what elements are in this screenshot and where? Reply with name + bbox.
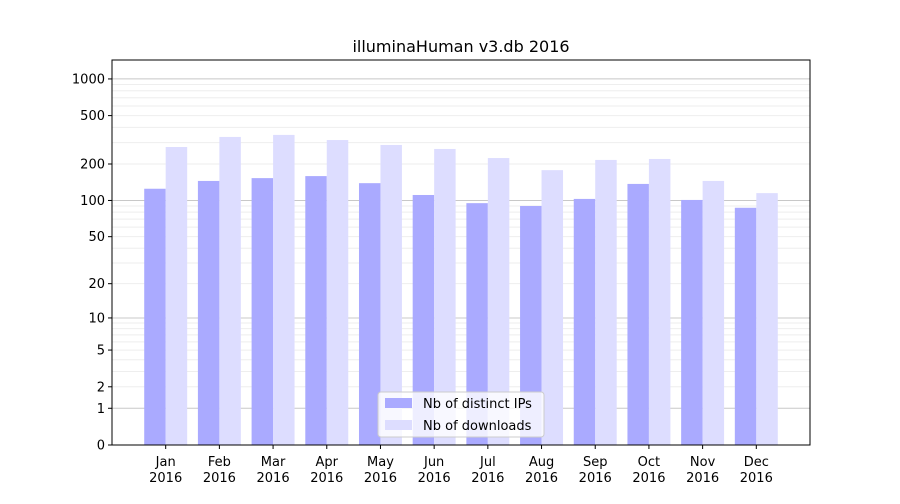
chart-title: illuminaHuman v3.db 2016	[352, 37, 569, 56]
y-tick-label: 20	[88, 277, 105, 292]
bar-downloads	[595, 159, 617, 445]
y-tick-label: 1	[97, 402, 105, 417]
x-tick-label: Dec 2016	[740, 455, 773, 486]
legend-box	[377, 391, 545, 438]
bar-ips	[627, 183, 649, 445]
plot-frame	[111, 59, 811, 446]
bar-ips	[305, 176, 327, 446]
x-tick-label: Jun 2016	[418, 455, 451, 486]
y-tick-label: 1000	[72, 72, 105, 87]
bar-ips	[412, 194, 435, 445]
y-tick-label: 500	[80, 109, 105, 124]
y-axis: 0 1 2 5 10 20 50 100 200 500 1000	[72, 72, 112, 454]
x-tick-label: Mar 2016	[257, 455, 290, 486]
x-tick-label: Apr 2016	[310, 455, 343, 486]
y-tick-label: 10	[88, 311, 105, 326]
bar-downloads	[756, 193, 778, 445]
bars	[144, 134, 778, 446]
bar-ips	[681, 199, 703, 445]
x-tick-label: Aug 2016	[525, 455, 558, 486]
x-tick-label: Oct 2016	[632, 455, 665, 486]
bar-downloads	[326, 140, 349, 446]
x-tick-label: Jan 2016	[149, 455, 182, 486]
bar-downloads	[434, 148, 456, 445]
bar-downloads	[273, 134, 295, 445]
bar-downloads	[380, 144, 402, 445]
x-tick-label: May 2016	[364, 455, 397, 486]
legend: Nb of distinct IPs Nb of downloads	[377, 391, 545, 438]
bar-downloads	[487, 158, 510, 445]
legend-swatch-downloads	[385, 420, 412, 430]
x-tick-label: Feb 2016	[203, 455, 236, 486]
legend-label-ips: Nb of distinct IPs	[423, 397, 532, 412]
bar-downloads	[648, 158, 671, 445]
x-axis: Jan 2016 Feb 2016 Mar 2016 Apr 2016 May 2016 Jun 20…	[149, 445, 773, 486]
y-tick-label: 50	[88, 230, 105, 245]
x-tick-label: Sep 2016	[579, 455, 612, 486]
bar-ips	[251, 178, 274, 445]
y-tick-label: 2	[97, 380, 105, 395]
legend-swatch-ips	[385, 398, 412, 408]
bar-ips	[734, 207, 757, 445]
y-tick-label: 100	[80, 194, 105, 209]
bar-ips	[520, 205, 542, 445]
y-tick-label: 0	[97, 439, 105, 454]
x-tick-label: Jul 2016	[471, 455, 504, 486]
y-tick-label: 5	[97, 344, 105, 359]
bar-ips	[466, 203, 488, 445]
legend-label-downloads: Nb of downloads	[423, 419, 532, 434]
bar-ips	[573, 198, 596, 445]
bar-downloads	[541, 170, 564, 446]
bar-ips	[197, 180, 220, 446]
x-tick-label: Nov 2016	[686, 455, 719, 486]
bar-downloads	[219, 136, 241, 445]
bar-downloads	[165, 147, 188, 445]
y-tick-label: 200	[80, 158, 105, 173]
bar-downloads	[702, 180, 725, 446]
bar-ips	[144, 188, 166, 445]
bar-ips	[358, 183, 381, 445]
